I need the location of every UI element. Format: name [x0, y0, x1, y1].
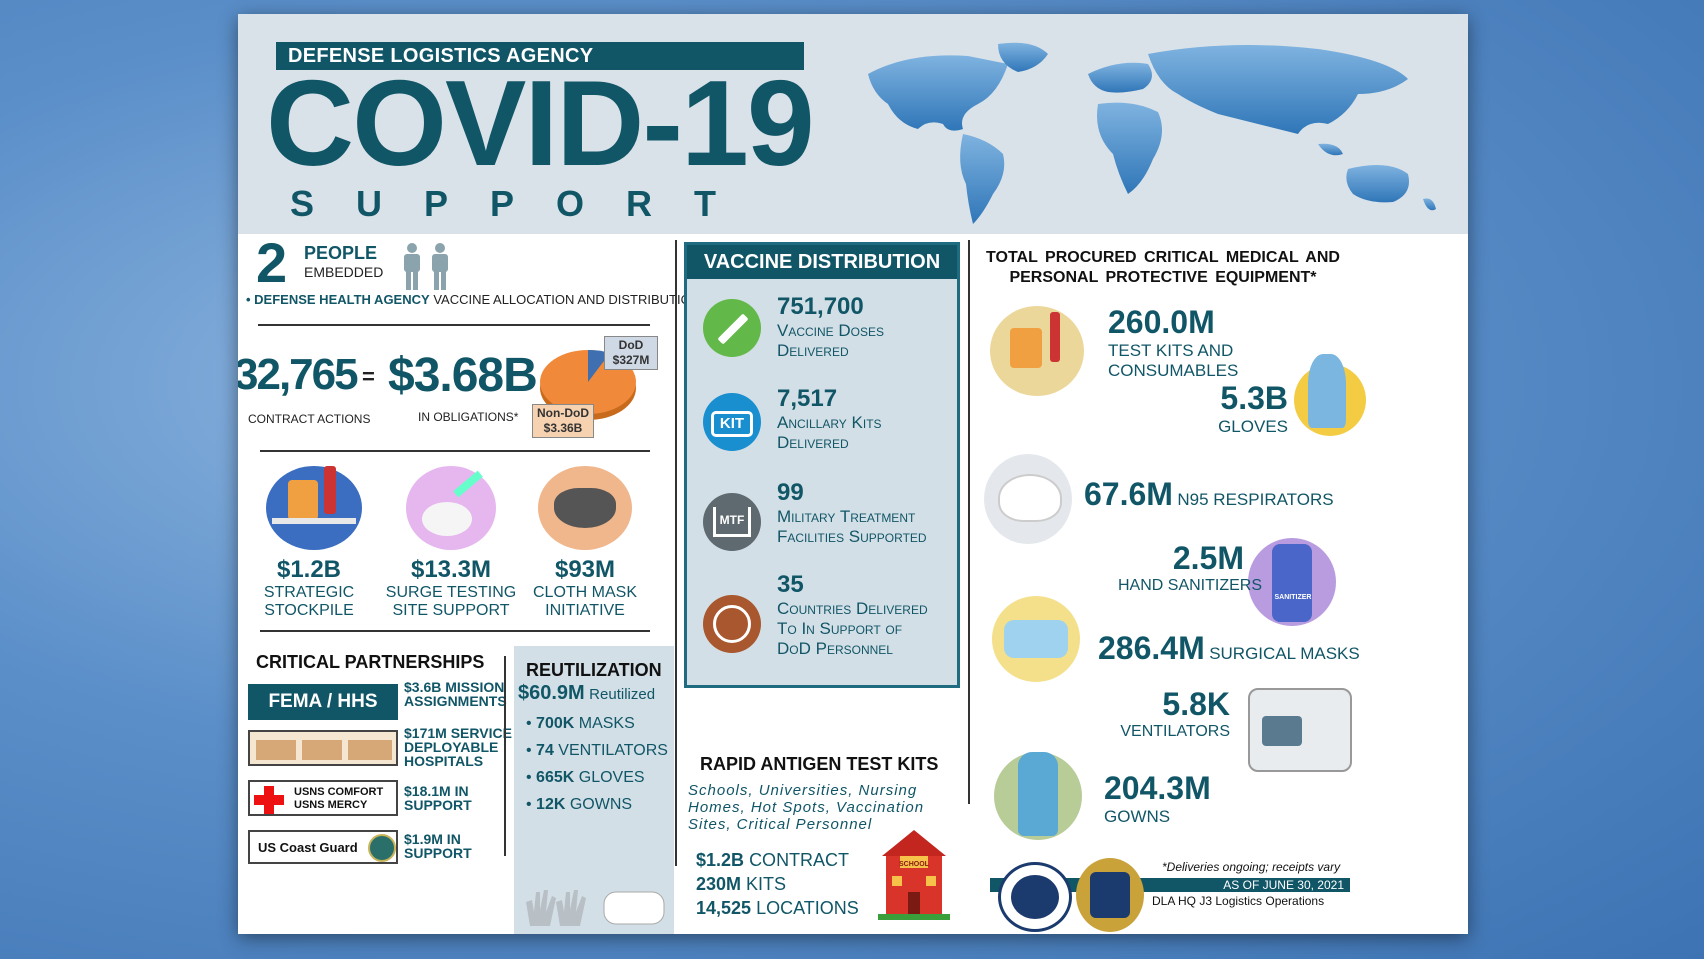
uscg-desc: $1.9M IN SUPPORT: [404, 831, 472, 861]
ppe-surgical-masks: 286.4M SURGICAL MASKS: [1098, 630, 1360, 666]
vaccine-distribution-panel: VACCINE DISTRIBUTION 751,700 Vaccine Dos…: [684, 242, 960, 688]
reutilization-box: REUTILIZATION $60.9M Reutilized • 700K M…: [514, 646, 674, 934]
ppe-n95: 67.6M N95 RESPIRATORS: [1084, 476, 1334, 512]
usns-box: USNS COMFORT USNS MERCY: [248, 780, 398, 816]
equals-sign: =: [362, 364, 375, 389]
ppe-sanitizers: 2.5M HAND SANITIZERS: [1118, 540, 1263, 594]
contract-actions-number: 32,765: [238, 350, 359, 399]
cloth-mask-icon: [538, 466, 632, 550]
fema-desc: $3.6B MISSION ASSIGNMENTS: [404, 679, 507, 709]
reutilization-list: • 700K MASKS • 74 VENTILATORS • 665K GLO…: [526, 710, 668, 818]
antigen-desc: Schools, Universities, Nursing Homes, Ho…: [688, 782, 925, 833]
partnerships-title: CRITICAL PARTNERSHIPS: [256, 652, 485, 672]
header-banner: DEFENSE LOGISTICS AGENCY COVID-19 SUPPOR…: [238, 14, 1468, 234]
mtf-icon: MTF: [703, 493, 761, 551]
vaccine-doses: 751,700 Vaccine Doses Delivered: [777, 293, 885, 360]
ppe-test-kits: 260.0M TEST KITS AND CONSUMABLES: [1108, 304, 1239, 380]
svg-text:SCHOOL: SCHOOL: [899, 861, 930, 868]
world-map-icon: [868, 42, 1436, 224]
list-item: • 74 VENTILATORS: [526, 742, 668, 759]
spending-cloth-mask: $93M CLOTH MASK INITIATIVE: [532, 556, 637, 619]
people-count: 2: [256, 231, 288, 294]
countries-delivered: 35 Countries Delivered To In Support of …: [777, 571, 928, 658]
obligations-label: IN OBLIGATIONS*: [418, 410, 519, 424]
dla-seal-icon: [1076, 858, 1144, 932]
ventilator-icon: [1240, 678, 1356, 782]
divider: [258, 324, 650, 326]
surgical-mask-icon: [992, 596, 1080, 682]
kit-icon: KIT: [703, 393, 761, 451]
divider: [675, 240, 677, 866]
list-item: • 700K MASKS: [526, 715, 635, 732]
reutilized-label: Reutilized: [589, 686, 656, 703]
people-icon: [404, 243, 448, 290]
pie-label-dod: DoD $327M: [604, 336, 658, 370]
fema-hhs-label: FEMA / HHS: [248, 684, 398, 720]
dha-desc: VACCINE ALLOCATION AND DISTRIBUTION: [433, 292, 701, 307]
obligations-number: $3.68B: [388, 349, 538, 402]
agency-name: DEFENSE LOGISTICS AGENCY: [276, 42, 804, 70]
ppe-gloves: 5.3B GLOVES: [1218, 380, 1288, 436]
usns-desc: $18.1M IN SUPPORT: [404, 783, 472, 813]
divider: [968, 240, 970, 804]
contract-actions-label: CONTRACT ACTIONS: [248, 412, 371, 426]
syringe-icon: [703, 299, 761, 357]
usns-mercy: USNS MERCY: [294, 799, 368, 811]
usns-comfort: USNS COMFORT: [294, 786, 384, 798]
ancillary-kits: 7,517 Ancillary Kits Delivered: [777, 385, 882, 452]
list-item: • 665K GLOVES: [526, 769, 645, 786]
test-kit-icon: [990, 306, 1084, 396]
infographic-poster: DEFENSE LOGISTICS AGENCY COVID-19 SUPPOR…: [238, 14, 1468, 934]
glove-icon: [1294, 354, 1366, 436]
gloves-mask-icon: [526, 890, 665, 926]
antigen-title: RAPID ANTIGEN TEST KITS: [700, 754, 939, 774]
coast-guard-seal-icon: [368, 834, 396, 862]
treatment-facilities: 99 Military Treatment Facilities Support…: [777, 479, 927, 546]
dod-seal-icon: [998, 862, 1072, 932]
antigen-stats: $1.2B CONTRACT 230M KITS 14,525 LOCATION…: [696, 850, 859, 918]
ppe-gowns: 204.3M GOWNS: [1104, 770, 1211, 826]
deployable-hospitals-icon: [248, 730, 398, 766]
ppe-title: TOTAL PROCURED CRITICAL MEDICAL AND PERS…: [986, 249, 1340, 286]
hospitals-desc: $171M SERVICE DEPLOYABLE HOSPITALS: [404, 725, 512, 769]
main-title: COVID-19: [266, 55, 815, 191]
globe-plane-icon: [703, 595, 761, 653]
dha-label: • DEFENSE HEALTH AGENCY: [246, 292, 430, 307]
testing-site-icon: [406, 466, 496, 550]
list-item: • 12K GOWNS: [526, 796, 633, 813]
hand-sanitizer-icon: SANITIZER: [1248, 538, 1336, 626]
divider: [260, 630, 650, 632]
footer-org: DLA HQ J3 Logistics Operations: [1152, 894, 1325, 908]
vaccine-title: VACCINE DISTRIBUTION: [687, 245, 957, 279]
n95-respirator-icon: [984, 454, 1072, 544]
reutilization-title: REUTILIZATION: [526, 660, 662, 680]
ppe-ventilators: 5.8K VENTILATORS: [1120, 686, 1230, 740]
pie-label-non-dod: Non-DoD $3.36B: [532, 404, 594, 438]
stockpile-icon: [266, 466, 362, 550]
uscg-box: US Coast Guard: [248, 830, 398, 864]
divider: [504, 656, 506, 856]
reutilized-total: $60.9M: [518, 682, 585, 704]
gown-icon: [994, 752, 1082, 840]
divider: [260, 450, 650, 452]
spending-testing: $13.3M SURGE TESTING SITE SUPPORT: [385, 556, 517, 619]
people-label: PEOPLE: [304, 243, 378, 263]
school-icon: SCHOOL: [878, 830, 950, 920]
uscg-label: US Coast Guard: [258, 840, 358, 855]
spending-stockpile: $1.2B STRATEGIC STOCKPILE: [263, 556, 355, 619]
deliveries-note: *Deliveries ongoing; receipts vary: [1162, 860, 1341, 874]
embedded-label: EMBEDDED: [304, 264, 384, 280]
sub-title: SUPPORT: [290, 183, 759, 224]
